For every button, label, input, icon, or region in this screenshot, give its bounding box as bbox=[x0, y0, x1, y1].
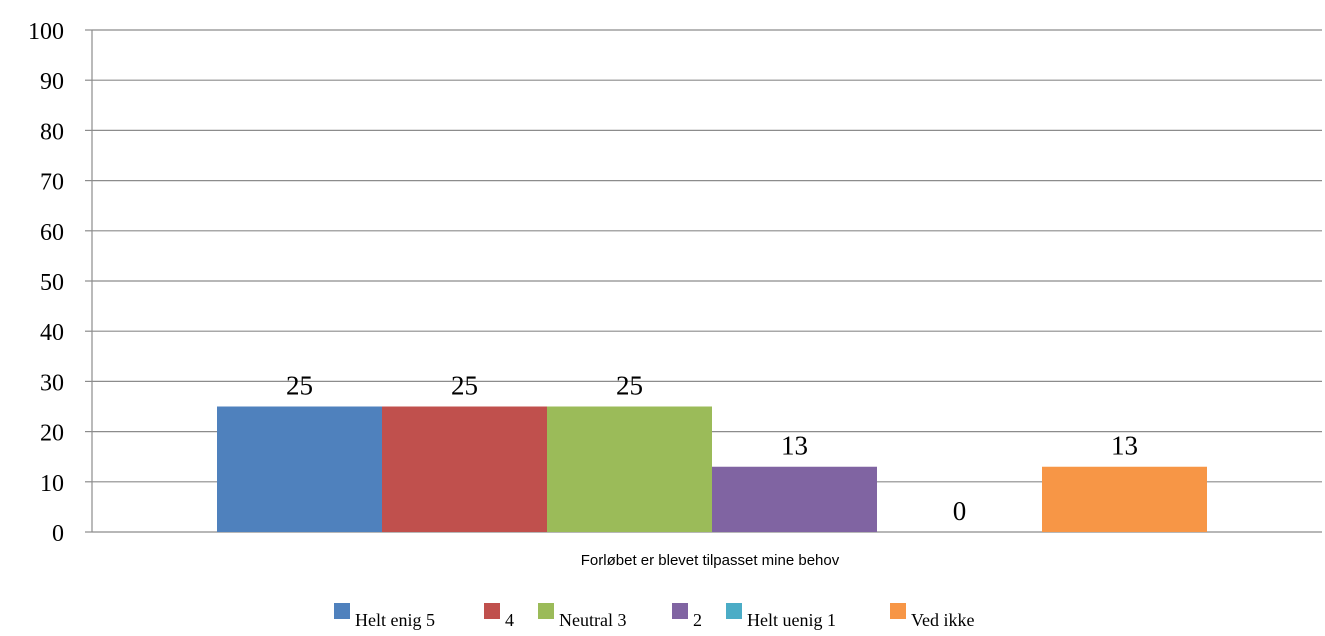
y-tick-label: 100 bbox=[28, 19, 64, 45]
bar-1 bbox=[217, 406, 382, 532]
y-tick-label: 60 bbox=[40, 220, 64, 246]
legend-label: 2 bbox=[693, 610, 702, 630]
legend-swatch bbox=[334, 603, 350, 619]
legend-swatch bbox=[672, 603, 688, 619]
data-label: 13 bbox=[1111, 431, 1138, 461]
y-axis-ticks: 0 10 20 30 40 50 60 70 80 90 100 bbox=[28, 19, 64, 547]
data-labels: 25 25 25 13 0 13 bbox=[286, 371, 1138, 527]
legend: Helt enig 5 4 Neutral 3 2 Helt uenig 1 Ved ik… bbox=[334, 603, 974, 630]
bars bbox=[217, 406, 1207, 532]
legend-label: Neutral 3 bbox=[559, 610, 626, 630]
legend-swatch bbox=[890, 603, 906, 619]
y-tick-label: 0 bbox=[52, 521, 64, 547]
y-tick-label: 30 bbox=[40, 370, 64, 396]
y-tick-label: 80 bbox=[40, 119, 64, 145]
legend-swatch bbox=[538, 603, 554, 619]
y-tick-label: 40 bbox=[40, 320, 64, 346]
data-label: 25 bbox=[616, 371, 643, 401]
bar-6 bbox=[1042, 466, 1207, 532]
data-label: 25 bbox=[451, 371, 478, 401]
legend-swatch bbox=[484, 603, 500, 619]
legend-swatch bbox=[726, 603, 742, 619]
legend-label: Helt enig 5 bbox=[355, 610, 435, 630]
bar-3 bbox=[547, 406, 712, 532]
data-label: 0 bbox=[953, 496, 967, 526]
y-tick-label: 70 bbox=[40, 170, 64, 196]
bar-4 bbox=[712, 466, 877, 532]
bar-2 bbox=[382, 406, 547, 532]
legend-label: 4 bbox=[505, 610, 514, 630]
data-label: 25 bbox=[286, 371, 313, 401]
x-category-label: Forløbet er blevet tilpasset mine behov bbox=[581, 552, 840, 569]
y-tick-label: 20 bbox=[40, 421, 64, 447]
y-tick-label: 90 bbox=[40, 69, 64, 95]
legend-label: Helt uenig 1 bbox=[747, 610, 836, 630]
y-tick-label: 10 bbox=[40, 471, 64, 497]
data-label: 13 bbox=[781, 431, 808, 461]
y-tick-label: 50 bbox=[40, 270, 64, 296]
legend-label: Ved ikke bbox=[911, 610, 974, 630]
